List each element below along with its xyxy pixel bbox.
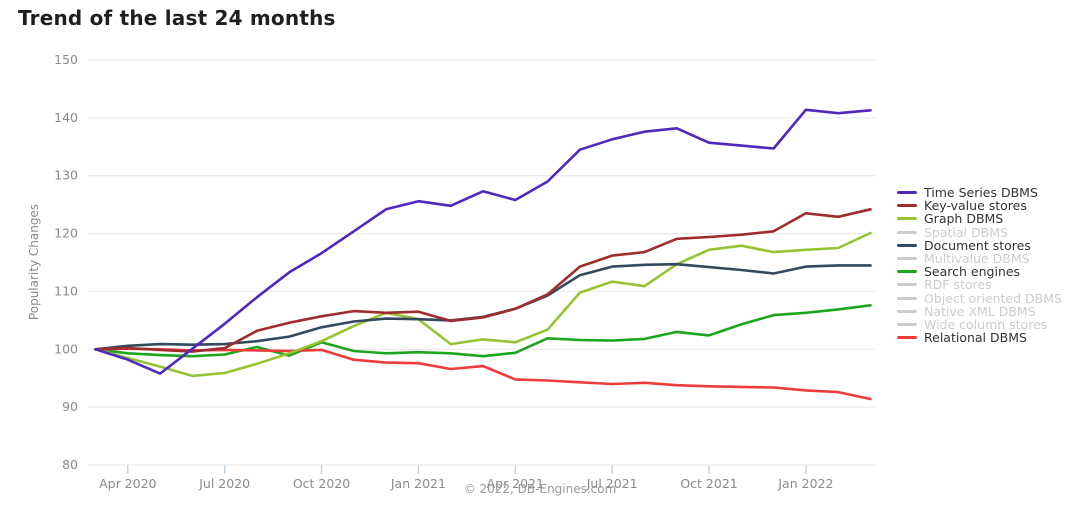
legend-item-wide-column-stores[interactable]: Wide column stores — [897, 318, 1062, 331]
legend-swatch — [897, 217, 917, 221]
legend-swatch — [897, 270, 917, 274]
legend-item-native-xml-dbms[interactable]: Native XML DBMS — [897, 305, 1062, 318]
series-line-relational-dbms — [94, 347, 872, 401]
legend-item-search-engines[interactable]: Search engines — [897, 265, 1062, 278]
x-tick-label: Jan 2022 — [777, 476, 833, 491]
x-tick-label: Apr 2020 — [99, 476, 156, 491]
legend-label: Multivalue DBMS — [924, 251, 1030, 267]
x-tick-label: Apr 2021 — [487, 476, 544, 491]
copyright-credit: © 2022, DB-Engines.com — [463, 482, 617, 496]
x-tick-label: Oct 2021 — [680, 476, 737, 491]
legend-label: Document stores — [924, 237, 1031, 253]
legend-swatch — [897, 309, 917, 313]
y-tick-label: 120 — [54, 226, 78, 241]
legend-item-document-stores[interactable]: Document stores — [897, 239, 1062, 252]
series-line-search-engines — [94, 303, 872, 358]
series-line-document-stores — [94, 262, 872, 351]
legend-swatch — [897, 257, 917, 261]
legend-item-spatial-dbms[interactable]: Spatial DBMS — [897, 226, 1062, 239]
legend-swatch — [897, 191, 917, 195]
y-tick-label: 130 — [54, 168, 78, 183]
x-tick-label: Jul 2020 — [198, 476, 250, 491]
y-tick-label: 80 — [62, 457, 78, 472]
legend-swatch — [897, 296, 917, 300]
legend-label: Object oriented DBMS — [924, 290, 1062, 306]
legend-label: Native XML DBMS — [924, 303, 1036, 319]
legend-item-graph-dbms[interactable]: Graph DBMS — [897, 212, 1062, 225]
y-tick-label: 90 — [62, 399, 78, 414]
legend-swatch — [897, 283, 917, 287]
y-tick-label: 150 — [54, 52, 78, 67]
legend-item-key-value-stores[interactable]: Key-value stores — [897, 199, 1062, 212]
legend: Time Series DBMS Key-value stores Graph DB… — [897, 186, 1062, 344]
legend-label: Key-value stores — [924, 198, 1027, 214]
legend-swatch — [897, 204, 917, 208]
series-line-time-series-dbms — [94, 108, 872, 375]
x-tick-label: Oct 2020 — [293, 476, 350, 491]
legend-item-time-series-dbms[interactable]: Time Series DBMS — [897, 186, 1062, 199]
legend-label: Wide column stores — [924, 316, 1048, 332]
legend-label: Graph DBMS — [924, 211, 1004, 227]
series-line-graph-dbms — [94, 231, 872, 378]
legend-swatch — [897, 243, 917, 247]
x-tick-label: Jan 2021 — [390, 476, 446, 491]
legend-item-multivalue-dbms[interactable]: Multivalue DBMS — [897, 252, 1062, 265]
legend-swatch — [897, 336, 917, 340]
y-axis-label: Popularity Changes — [27, 204, 41, 320]
legend-swatch — [897, 322, 917, 326]
y-tick-label: 140 — [54, 110, 78, 125]
legend-item-object-oriented-dbms[interactable]: Object oriented DBMS — [897, 292, 1062, 305]
series-line-key-value-stores — [94, 208, 872, 353]
legend-item-rdf-stores[interactable]: RDF stores — [897, 278, 1062, 291]
legend-swatch — [897, 230, 917, 234]
y-tick-label: 110 — [54, 283, 78, 298]
chart-title: Trend of the last 24 months — [18, 6, 336, 30]
legend-label: Time Series DBMS — [924, 185, 1038, 201]
x-tick-label: Jul 2021 — [586, 476, 638, 491]
legend-label: Search engines — [924, 264, 1021, 280]
legend-item-relational-dbms[interactable]: Relational DBMS — [897, 331, 1062, 344]
legend-label: Relational DBMS — [924, 330, 1027, 346]
legend-label: RDF stores — [924, 277, 992, 293]
y-tick-label: 100 — [54, 341, 78, 356]
legend-label: Spatial DBMS — [924, 224, 1008, 240]
